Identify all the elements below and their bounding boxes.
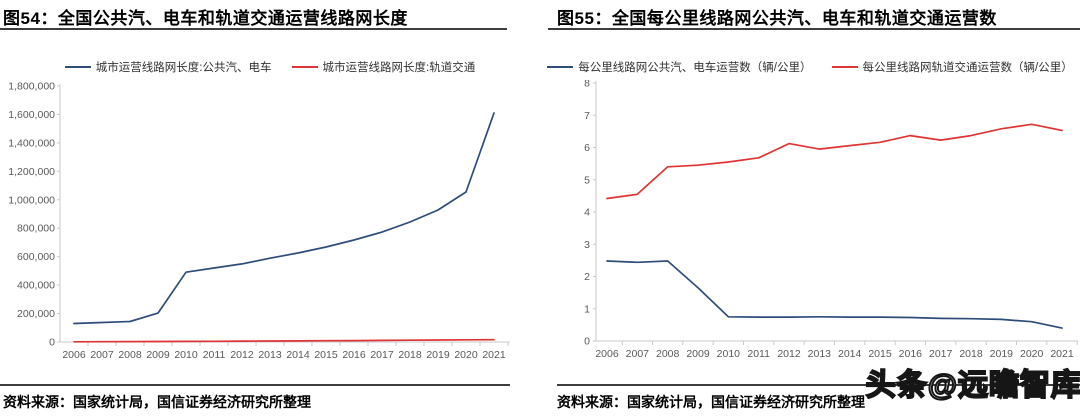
figure-54-title: 图54：全国公共汽、电车和轨道交通运营线路网长度 bbox=[3, 9, 408, 28]
legend-item-rail-density: 每公里线路网轨道交通运营数（辆/公里） bbox=[831, 59, 1073, 75]
svg-text:2010: 2010 bbox=[174, 349, 198, 361]
svg-text:1: 1 bbox=[584, 303, 590, 315]
svg-text:3: 3 bbox=[584, 239, 590, 251]
svg-text:2014: 2014 bbox=[838, 348, 862, 360]
figure-54-legend: 城市运营线路网长度:公共汽、电车 城市运营线路网长度:轨道交通 bbox=[0, 59, 540, 75]
svg-text:1,400,000: 1,400,000 bbox=[8, 137, 55, 149]
bottom-divider bbox=[0, 384, 510, 386]
svg-text:2018: 2018 bbox=[959, 348, 983, 360]
svg-text:2014: 2014 bbox=[286, 349, 310, 361]
svg-text:2019: 2019 bbox=[990, 348, 1014, 360]
svg-text:2016: 2016 bbox=[342, 349, 366, 361]
chart-svg: 0 200,000 400,000 600,000 800,000 1,000,000 1,… bbox=[8, 81, 510, 361]
svg-text:0: 0 bbox=[584, 336, 590, 348]
legend-line-marker bbox=[547, 66, 574, 68]
legend-item-bus-density: 每公里线路网公共汽、电车运营数（辆/公里） bbox=[547, 59, 812, 75]
legend-item-bus: 城市运营线路网长度:公共汽、电车 bbox=[64, 59, 272, 75]
svg-text:7: 7 bbox=[584, 110, 590, 122]
svg-text:200,000: 200,000 bbox=[17, 308, 55, 320]
svg-text:2015: 2015 bbox=[868, 348, 892, 360]
figure-55-source: 资料来源：国家统计局，国信证券经济研究所整理 bbox=[557, 394, 865, 410]
svg-text:800,000: 800,000 bbox=[17, 223, 55, 235]
line-chart-network-length: 0 200,000 400,000 600,000 800,000 1,000,000 1,… bbox=[0, 80, 540, 365]
svg-text:2011: 2011 bbox=[203, 349, 226, 361]
svg-text:2016: 2016 bbox=[899, 348, 923, 360]
figure-54-source: 资料来源：国家统计局，国信证券经济研究所整理 bbox=[3, 394, 311, 410]
figure-55-panel: 图55：全国每公里线路网公共汽、电车和轨道交通运营数 每公里线路网公共汽、电车运… bbox=[540, 0, 1080, 419]
svg-text:1,800,000: 1,800,000 bbox=[8, 81, 55, 93]
svg-text:2017: 2017 bbox=[929, 348, 953, 360]
svg-text:1,600,000: 1,600,000 bbox=[8, 109, 55, 121]
svg-text:0: 0 bbox=[49, 337, 55, 349]
svg-text:5: 5 bbox=[584, 174, 590, 186]
title-divider bbox=[0, 28, 507, 30]
svg-text:2009: 2009 bbox=[686, 348, 710, 360]
svg-text:600,000: 600,000 bbox=[17, 251, 55, 263]
svg-text:2011: 2011 bbox=[747, 348, 770, 360]
chart-svg: 0 1 2 3 4 5 6 7 8 2006 2007 2008 2009 2010 2011 2012 201… bbox=[584, 78, 1078, 360]
svg-text:2006: 2006 bbox=[595, 348, 619, 360]
legend-line-marker bbox=[831, 66, 858, 68]
svg-text:4: 4 bbox=[584, 207, 590, 219]
svg-text:2020: 2020 bbox=[454, 349, 478, 361]
line-chart-density: 0 1 2 3 4 5 6 7 8 2006 2007 2008 2009 2010 2011 2012 201… bbox=[540, 78, 1080, 365]
legend-item-rail: 城市运营线路网长度:轨道交通 bbox=[291, 59, 476, 75]
legend-label: 城市运营线路网长度:公共汽、电车 bbox=[95, 62, 272, 74]
figure-54-panel: 图54：全国公共汽、电车和轨道交通运营线路网长度 城市运营线路网长度:公共汽、电… bbox=[0, 9, 540, 410]
svg-text:2: 2 bbox=[584, 271, 590, 283]
svg-text:1,200,000: 1,200,000 bbox=[8, 166, 55, 178]
svg-text:2012: 2012 bbox=[777, 348, 801, 360]
svg-text:2019: 2019 bbox=[426, 349, 450, 361]
bottom-divider bbox=[557, 384, 1080, 386]
legend-line-marker bbox=[291, 66, 318, 68]
figure-55-title: 图55：全国每公里线路网公共汽、电车和轨道交通运营数 bbox=[557, 9, 997, 28]
legend-label: 每公里线路网公共汽、电车运营数（辆/公里） bbox=[578, 62, 812, 74]
svg-text:2015: 2015 bbox=[314, 349, 338, 361]
svg-text:2008: 2008 bbox=[656, 348, 680, 360]
svg-text:2006: 2006 bbox=[62, 349, 86, 361]
svg-text:2012: 2012 bbox=[230, 349, 254, 361]
figure-55-legend: 每公里线路网公共汽、电车运营数（辆/公里） 每公里线路网轨道交通运营数（辆/公里… bbox=[540, 59, 1080, 75]
svg-text:2007: 2007 bbox=[626, 348, 650, 360]
svg-text:2013: 2013 bbox=[258, 349, 282, 361]
svg-text:2010: 2010 bbox=[717, 348, 741, 360]
svg-text:1,000,000: 1,000,000 bbox=[8, 194, 55, 206]
legend-line-marker bbox=[64, 66, 91, 68]
svg-text:6: 6 bbox=[584, 142, 590, 154]
title-divider bbox=[548, 28, 1080, 30]
svg-text:8: 8 bbox=[584, 80, 590, 90]
svg-text:400,000: 400,000 bbox=[17, 280, 55, 292]
legend-label: 每公里线路网轨道交通运营数（辆/公里） bbox=[862, 62, 1073, 74]
svg-text:2017: 2017 bbox=[370, 349, 394, 361]
svg-text:2008: 2008 bbox=[118, 349, 142, 361]
svg-text:2007: 2007 bbox=[90, 349, 114, 361]
svg-text:2021: 2021 bbox=[482, 349, 506, 361]
legend-label: 城市运营线路网长度:轨道交通 bbox=[322, 62, 476, 74]
svg-text:2020: 2020 bbox=[1020, 348, 1044, 360]
svg-text:2018: 2018 bbox=[398, 349, 422, 361]
svg-text:2021: 2021 bbox=[1050, 348, 1074, 360]
svg-text:2009: 2009 bbox=[146, 349, 170, 361]
svg-text:2013: 2013 bbox=[808, 348, 832, 360]
toutiao-watermark: 头条@远瞻智库 bbox=[865, 368, 1080, 403]
